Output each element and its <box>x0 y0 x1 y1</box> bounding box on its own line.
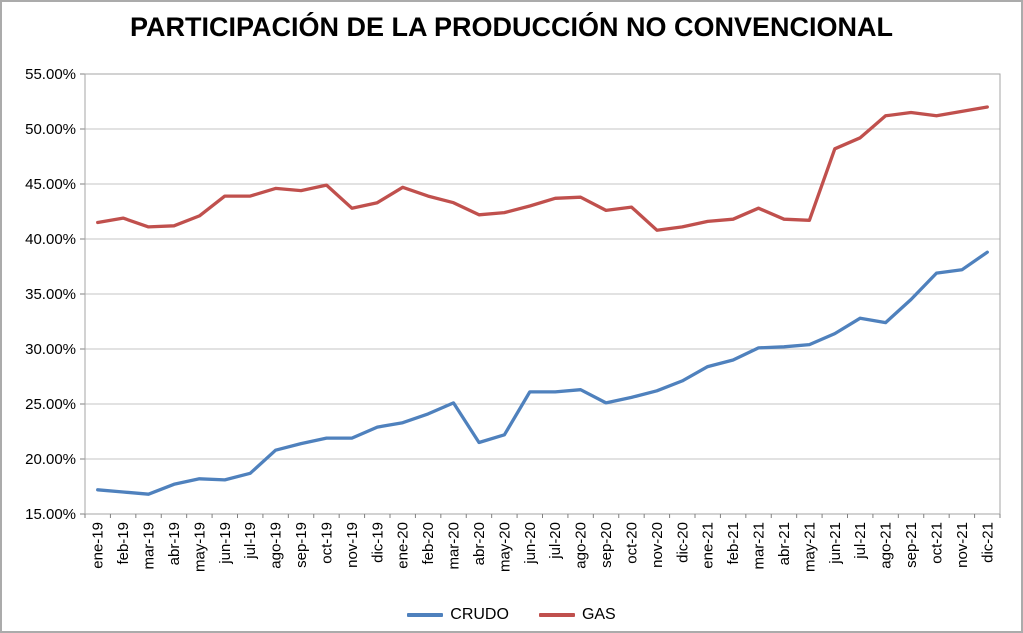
chart-plot-area: 55.00% 50.00% 45.00% 40.00% 35.00% 30.00% 25.0… <box>25 66 1001 572</box>
x-tick-label: ene-21 <box>700 522 717 569</box>
x-tick-label: feb-19 <box>115 522 132 565</box>
x-tick-label: sep-21 <box>903 522 920 568</box>
y-axis-tick-labels: 55.00% 50.00% 45.00% 40.00% 35.00% 30.00% 25.0… <box>25 66 76 523</box>
y-tick-label: 40.00% <box>25 231 76 248</box>
x-tick-label: feb-21 <box>725 522 742 565</box>
gridlines <box>80 73 1000 515</box>
x-tick-label: may-20 <box>496 522 513 572</box>
x-tick-label: dic-19 <box>369 522 386 563</box>
crudo-series-line <box>96 250 989 496</box>
x-tick-label: oct-21 <box>928 522 945 564</box>
chart-legend: CRUDO GAS <box>2 606 1021 624</box>
y-tick-label: 30.00% <box>25 341 76 358</box>
x-tick-label: ene-19 <box>90 522 107 569</box>
x-tick-label: dic-20 <box>674 522 691 563</box>
legend-item-crudo: CRUDO <box>407 606 509 624</box>
chart-title: PARTICIPACIÓN DE LA PRODUCCIÓN NO CONVEN… <box>129 12 893 42</box>
x-tick-label: ago-21 <box>878 522 895 569</box>
x-tick-label: jun-20 <box>522 522 539 565</box>
x-tick-label: nov-19 <box>344 522 361 568</box>
x-tick-label: nov-21 <box>954 522 971 568</box>
x-tick-label: ene-20 <box>395 522 412 569</box>
x-tick-label: abr-21 <box>776 522 793 565</box>
y-tick-label: 25.00% <box>25 396 76 413</box>
x-tick-label: may-19 <box>191 522 208 572</box>
x-tick-label: dic-21 <box>979 522 996 563</box>
y-tick-label: 45.00% <box>25 176 76 193</box>
x-tick-label: mar-20 <box>446 522 463 570</box>
x-tick-label: oct-20 <box>623 522 640 564</box>
x-tick-label: jul-19 <box>242 522 259 560</box>
legend-label-gas: GAS <box>581 606 616 623</box>
y-tick-label: 20.00% <box>25 451 76 468</box>
x-tick-label: mar-21 <box>751 522 768 570</box>
y-tick-label: 15.00% <box>25 506 76 523</box>
legend-item-gas: GAS <box>538 606 616 624</box>
x-tick-label: oct-19 <box>318 522 335 564</box>
legend-label-crudo: CRUDO <box>450 606 509 623</box>
x-tick-label: sep-19 <box>293 522 310 568</box>
x-tick-label: may-21 <box>801 522 818 572</box>
x-tick-label: abr-20 <box>471 522 488 565</box>
crudo-line-swatch <box>407 613 444 617</box>
x-tick-label: abr-19 <box>166 522 183 565</box>
x-tick-label: jul-21 <box>852 522 869 560</box>
y-tick-label: 50.00% <box>25 121 76 138</box>
y-tick-label: 55.00% <box>25 66 76 83</box>
x-tick-label: nov-20 <box>649 522 666 568</box>
gas-series-line <box>96 105 989 232</box>
x-axis-tick-labels: ene-19 feb-19 mar-19 abr-19 may-19 jun-19 jul-… <box>84 514 1001 572</box>
x-tick-label: jul-20 <box>547 522 564 560</box>
x-tick-label: ago-19 <box>268 522 285 569</box>
x-tick-label: jun-19 <box>217 522 234 565</box>
x-tick-label: sep-20 <box>598 522 615 568</box>
gas-line-swatch <box>538 613 575 617</box>
x-tick-label: jun-21 <box>827 522 844 565</box>
x-tick-label: feb-20 <box>420 522 437 565</box>
x-tick-label: mar-19 <box>141 522 158 570</box>
y-tick-label: 35.00% <box>25 286 76 303</box>
x-tick-label: ago-20 <box>573 522 590 569</box>
